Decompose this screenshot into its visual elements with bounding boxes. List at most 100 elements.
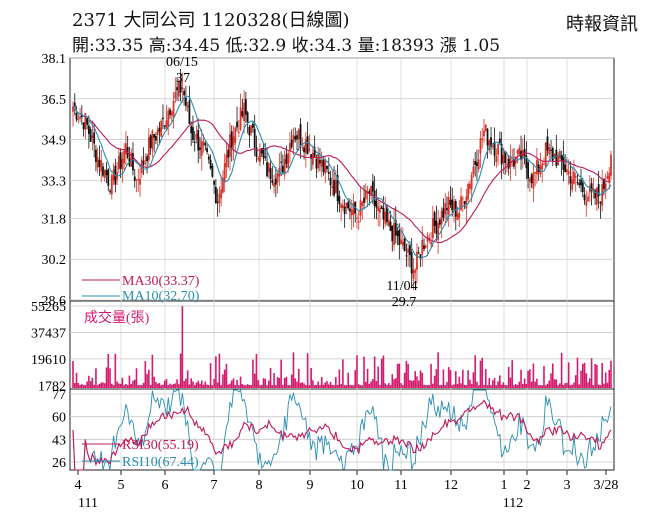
volume-bar xyxy=(543,366,545,388)
volume-bar xyxy=(202,384,205,388)
volume-bar xyxy=(465,385,468,388)
candle-body xyxy=(588,185,591,193)
candle-body xyxy=(412,269,415,279)
candle-body xyxy=(350,209,353,216)
candle-body xyxy=(608,172,611,182)
candle-body xyxy=(158,127,161,132)
candle-body xyxy=(581,182,584,193)
volume-bar xyxy=(500,384,503,388)
candle-body xyxy=(299,124,302,147)
volume-bar xyxy=(208,385,210,388)
candle-body xyxy=(368,190,371,194)
source-label: 時報資訊 xyxy=(566,14,638,35)
volume-bar xyxy=(460,383,462,388)
volume-bar xyxy=(266,385,268,388)
candle-body xyxy=(356,217,358,219)
volume-bar xyxy=(377,366,379,388)
volume-bar xyxy=(555,379,558,388)
candle-body xyxy=(578,182,581,186)
candle-body xyxy=(377,206,380,212)
stock-code: 2371 xyxy=(72,10,118,31)
volume-bar xyxy=(497,381,499,388)
volume-bar xyxy=(391,374,394,388)
candle-body xyxy=(200,141,203,156)
volume-bar xyxy=(91,377,94,388)
candle-body xyxy=(357,221,360,223)
volume-bar xyxy=(509,377,512,388)
volume-bar xyxy=(375,381,378,388)
candle-body xyxy=(188,100,191,124)
volume-bar xyxy=(172,384,175,388)
volume-bar xyxy=(283,378,286,388)
volume-bar xyxy=(77,383,80,388)
candle-body xyxy=(326,165,328,170)
candle-body xyxy=(521,150,524,159)
volume-bar xyxy=(336,384,339,388)
candle-body xyxy=(162,117,164,120)
candle-body xyxy=(546,136,549,151)
volume-bar xyxy=(474,355,476,388)
volume-bar xyxy=(402,385,404,388)
candle-body xyxy=(379,208,381,213)
volume-bar xyxy=(507,366,510,388)
volume-bar xyxy=(232,378,235,388)
volume-bar xyxy=(200,380,203,388)
candle-body xyxy=(430,242,432,245)
volume-bar xyxy=(174,383,177,388)
candle-body xyxy=(386,206,388,222)
candle-body xyxy=(603,178,605,189)
candle-body xyxy=(500,143,503,165)
candle-body xyxy=(133,176,136,181)
candle-body xyxy=(481,138,484,141)
volume-bar xyxy=(185,378,187,388)
volume-bar xyxy=(111,383,113,388)
candle-body xyxy=(463,201,466,204)
volume-bar xyxy=(126,385,129,388)
volume-bar xyxy=(257,380,260,388)
volume-bar xyxy=(197,380,200,388)
volume-bar xyxy=(361,385,364,388)
candle-body xyxy=(303,147,305,153)
volume-bar xyxy=(395,378,397,388)
volume-bar xyxy=(292,352,295,388)
volume-bar xyxy=(476,381,478,388)
candle-body xyxy=(380,206,383,209)
candle-body xyxy=(174,92,177,99)
volume-bar xyxy=(107,353,110,388)
volume-bar xyxy=(178,384,180,388)
volume-bar xyxy=(523,378,526,388)
candle-body xyxy=(179,80,182,93)
volume-bar xyxy=(276,377,279,388)
rsi-tick-label: 77 xyxy=(52,388,66,403)
volume-bar xyxy=(181,306,184,388)
volume-bar xyxy=(109,368,111,388)
candle-body xyxy=(571,179,574,190)
volume-bar xyxy=(569,385,572,388)
volume-bar xyxy=(142,382,145,388)
volume-bar xyxy=(186,370,189,388)
candle-body xyxy=(220,189,223,199)
volume-bar xyxy=(179,353,182,388)
candle-body xyxy=(340,204,343,208)
candle-body xyxy=(177,80,180,97)
candle-body xyxy=(438,219,441,225)
candle-body xyxy=(93,132,96,144)
candle-body xyxy=(530,174,533,184)
volume-bar xyxy=(589,378,591,388)
candle-body xyxy=(440,210,443,225)
candle-body xyxy=(576,182,579,184)
candle-body xyxy=(352,202,355,215)
volume-bar xyxy=(479,360,482,388)
candle-body xyxy=(317,154,320,169)
volume-bar xyxy=(590,358,593,388)
high-date-annotation: 06/15 xyxy=(166,55,198,70)
ma10-legend: MA10(32.70) xyxy=(122,289,200,304)
candle-body xyxy=(213,181,216,185)
candle-body xyxy=(564,164,567,173)
candle-body xyxy=(574,175,577,178)
volume-bar xyxy=(440,385,443,388)
volume-bar xyxy=(462,369,464,388)
volume-bar xyxy=(432,383,434,388)
volume-bar xyxy=(486,385,489,388)
candle-body xyxy=(86,118,89,125)
